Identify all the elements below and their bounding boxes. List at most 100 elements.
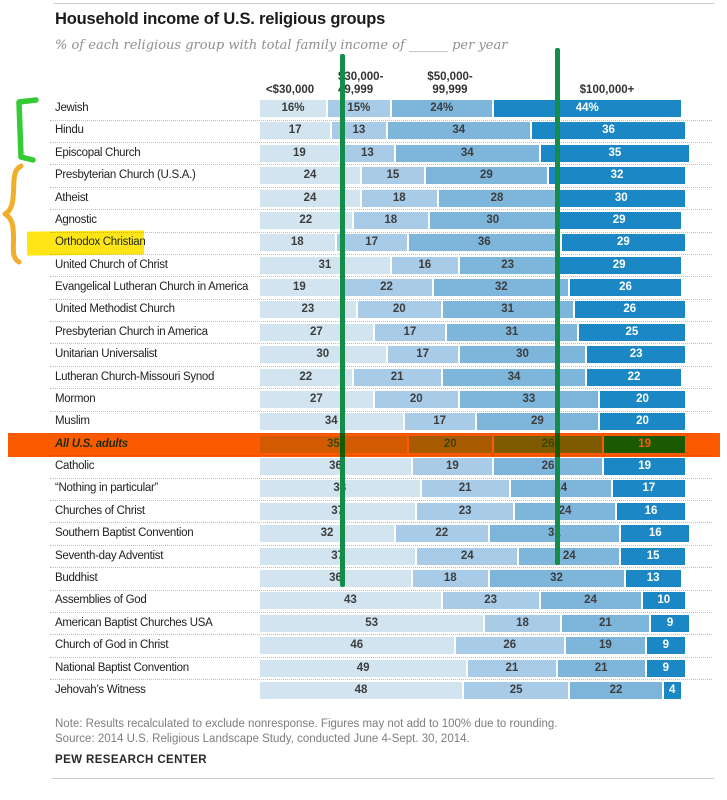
chart-row: Southern Baptist Convention 32 22 31 16: [0, 525, 727, 543]
bar-segment: 28: [438, 189, 558, 207]
row-label: Hindu: [55, 124, 84, 137]
chart-row: Catholic 36 19 26 19: [0, 458, 727, 476]
bar-segment: 16: [621, 525, 690, 543]
bar-segment: 23: [587, 346, 685, 364]
green-bracket-annotation: [16, 97, 39, 163]
bar-segment: 15: [621, 547, 685, 565]
row-label: Presbyterian Church (U.S.A.): [55, 169, 196, 182]
bar-segment: 17: [387, 346, 460, 364]
chart-row: Jewish 16% 15% 24% 44%: [0, 100, 727, 117]
stacked-bar: 36 19 26 19: [260, 458, 685, 476]
bar-segment: 16: [617, 502, 685, 520]
stacked-bar: 34 17 29 20: [260, 413, 685, 431]
bar-segment: 32: [549, 167, 685, 185]
bar-segment: 23: [260, 301, 358, 319]
bar-segment: 19: [260, 144, 341, 162]
row-separator: [50, 544, 712, 546]
stacked-bar: 38212417: [260, 480, 685, 498]
bar-segment: 27: [260, 323, 375, 341]
row-separator: [50, 253, 712, 255]
green-vertical-line-1: [339, 54, 345, 587]
chart-row: Agnostic 22 18 30 29: [0, 211, 727, 229]
bar-segment: 18: [485, 614, 562, 632]
bar-segment: 19: [604, 458, 685, 476]
bar-segment: 33: [459, 390, 600, 408]
stacked-bar: 23 20 31 26: [260, 301, 685, 319]
bar-segment: 18: [353, 211, 430, 229]
bar-segment: 36: [532, 122, 685, 140]
stacked-bar: 27 17 31 25: [260, 323, 685, 341]
row-separator: [50, 164, 712, 166]
bar-segment: 19: [260, 279, 341, 297]
bar-segment: 21: [468, 659, 558, 677]
row-separator: [50, 656, 712, 658]
bar-segment: 46: [260, 637, 456, 655]
row-label: National Baptist Convention: [55, 661, 189, 674]
bar-segment: 20: [600, 390, 685, 408]
bar-segment: 43: [260, 592, 443, 610]
stacked-bar: 46 26 19 9: [260, 637, 685, 655]
row-label: Church of God in Christ: [55, 639, 169, 652]
bar-segment: 30: [260, 346, 388, 364]
chart-row: Episcopal Church 19 13 34 35: [0, 144, 727, 162]
bar-segment: 26: [493, 458, 605, 476]
row-label: Jehovah’s Witness: [55, 683, 146, 696]
column-header-line: $50,000-: [427, 70, 473, 83]
row-label: Agnostic: [55, 213, 97, 226]
bar-segment: 29: [557, 211, 681, 229]
column-header-line: 49,999: [338, 83, 374, 96]
row-label: Unitarian Universalist: [55, 348, 158, 361]
bar-segment: 36: [260, 458, 413, 476]
bar-segment: 21: [561, 614, 651, 632]
bar-segment: 22: [396, 525, 490, 543]
bar-segment: 36: [260, 569, 413, 587]
row-label: United Church of Christ: [55, 258, 168, 271]
orange-row-band-all-us-adults: [8, 432, 720, 457]
bottom-divider: [52, 778, 714, 779]
row-separator: [50, 522, 712, 524]
stacked-bar: 16% 15% 24% 44%: [260, 100, 681, 117]
bar-segment: 24: [510, 480, 613, 498]
row-separator: [50, 321, 712, 323]
bar-segment: 24: [515, 502, 617, 520]
row-separator: [50, 343, 712, 345]
stacked-bar: 24 18 28 30: [260, 189, 685, 207]
bar-segment: 29: [557, 256, 681, 274]
bar-segment: 34: [387, 122, 532, 140]
bar-segment: 24: [260, 167, 362, 185]
green-vertical-line-2: [555, 48, 561, 565]
bar-segment: 17: [374, 323, 447, 341]
bar-segment: 26: [570, 279, 681, 297]
stacked-bar: 48 25 22 4: [260, 681, 681, 699]
bar-segment: 23: [442, 592, 541, 610]
row-separator: [50, 231, 712, 233]
top-divider: [54, 3, 714, 4]
bar-segment: 20: [357, 301, 443, 319]
row-label: Episcopal Church: [55, 146, 141, 159]
bar-segment: 49: [260, 659, 469, 677]
stacked-bar: 22 18 30 29: [260, 211, 681, 229]
bar-segment: 37: [260, 547, 418, 565]
bar-segment: 32: [434, 279, 571, 297]
row-separator: [50, 679, 712, 681]
bar-segment: 31: [442, 301, 575, 319]
bar-segment: 30: [459, 346, 588, 364]
bar-segment: 17: [336, 234, 409, 252]
bar-segment: 21: [353, 368, 443, 386]
bar-segment: 9: [646, 637, 685, 655]
stacked-bar: 27 20 33 20: [260, 390, 685, 408]
bar-segment: 24: [260, 189, 362, 207]
row-label: Evangelical Lutheran Church in America: [55, 281, 249, 294]
bar-segment: 25: [464, 681, 571, 699]
chart-row: Seventh-day Adventist 37 24 24 15: [0, 547, 727, 565]
bar-segment: 25: [578, 323, 685, 341]
bar-segment: 15%: [328, 100, 392, 117]
bar-segment: 22: [570, 681, 664, 699]
bar-segment: 31: [260, 256, 392, 274]
row-label: Presbyterian Church in America: [55, 325, 208, 338]
chart-subtitle: % of each religious group with total fam…: [55, 38, 508, 53]
chart-row: Church of God in Christ 46 26 19 9: [0, 637, 727, 655]
stacked-bar: 32 22 31 16: [260, 525, 690, 543]
row-separator: [50, 611, 712, 613]
